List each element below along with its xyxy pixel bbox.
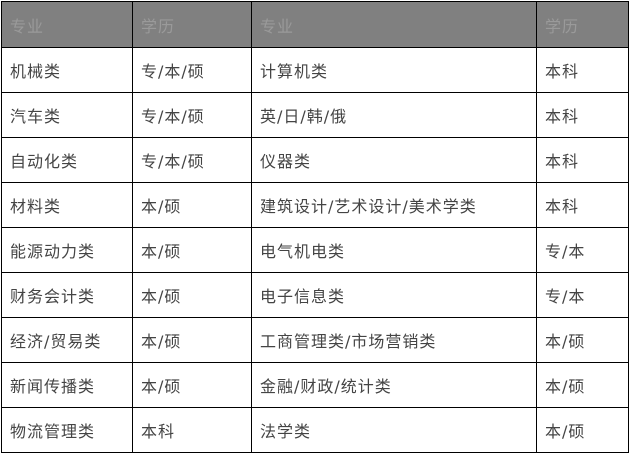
column-header: 专业 [251,1,537,48]
major-cell: 机械类 [1,47,133,93]
major-cell: 材料类 [1,182,133,228]
degree-cell: 本科 [536,47,629,93]
header-row: 专业 学历 专业 学历 [1,1,629,48]
degree-cell: 本/硕 [536,317,629,363]
major-cell: 电子信息类 [251,272,537,318]
major-cell: 建筑设计/艺术设计/美术学类 [251,182,537,228]
degree-cell: 本科 [536,182,629,228]
table-row: 物流管理类 本科 法学类 本/硕 [1,407,629,453]
degree-cell: 专/本/硕 [132,92,252,138]
column-header: 学历 [536,1,629,48]
degree-cell: 本/硕 [132,182,252,228]
table-row: 机械类 专/本/硕 计算机类 本科 [1,47,629,93]
major-cell: 电气机电类 [251,227,537,273]
table-row: 新闻传播类 本/硕 金融/财政/统计类 本/硕 [1,362,629,408]
major-cell: 财务会计类 [1,272,133,318]
degree-cell: 本/硕 [132,362,252,408]
major-cell: 物流管理类 [1,407,133,453]
column-header: 专业 [1,1,133,48]
degree-cell: 本/硕 [536,407,629,453]
major-cell: 能源动力类 [1,227,133,273]
degree-cell: 本/硕 [132,272,252,318]
degree-cell: 专/本/硕 [132,47,252,93]
degree-cell: 本/硕 [132,317,252,363]
major-cell: 自动化类 [1,137,133,183]
major-cell: 法学类 [251,407,537,453]
degree-cell: 专/本 [536,272,629,318]
table-row: 汽车类 专/本/硕 英/日/韩/俄 本科 [1,92,629,138]
degree-cell: 专/本/硕 [132,137,252,183]
major-cell: 新闻传播类 [1,362,133,408]
degree-cell: 本/硕 [536,362,629,408]
major-cell: 工商管理类/市场营销类 [251,317,537,363]
table-row: 材料类 本/硕 建筑设计/艺术设计/美术学类 本科 [1,182,629,228]
major-cell: 计算机类 [251,47,537,93]
major-cell: 仪器类 [251,137,537,183]
degree-cell: 专/本 [536,227,629,273]
degree-cell: 本科 [536,137,629,183]
major-degree-table: 专业 学历 专业 学历 机械类 专/本/硕 计算机类 本科 汽车类 专/本/硕 英/日/韩/俄 本科… [1,1,629,453]
major-cell: 英/日/韩/俄 [251,92,537,138]
table-row: 能源动力类 本/硕 电气机电类 专/本 [1,227,629,273]
column-header: 学历 [132,1,252,48]
major-cell: 汽车类 [1,92,133,138]
major-cell: 金融/财政/统计类 [251,362,537,408]
table-row: 自动化类 专/本/硕 仪器类 本科 [1,137,629,183]
degree-cell: 本/硕 [132,227,252,273]
table-row: 经济/贸易类 本/硕 工商管理类/市场营销类 本/硕 [1,317,629,363]
degree-cell: 本科 [536,92,629,138]
major-cell: 经济/贸易类 [1,317,133,363]
table-row: 财务会计类 本/硕 电子信息类 专/本 [1,272,629,318]
degree-cell: 本科 [132,407,252,453]
